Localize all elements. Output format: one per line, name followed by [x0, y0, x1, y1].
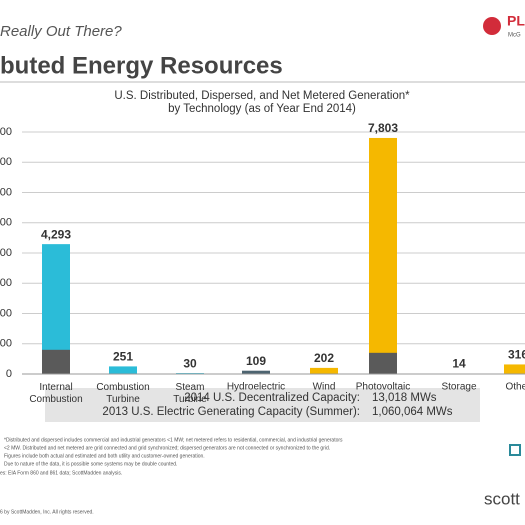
- slide-title: buted Energy Resources: [0, 52, 283, 79]
- data-label: 202: [314, 351, 334, 365]
- bar: [310, 367, 338, 374]
- x-tick-label: Hydroelectric: [227, 382, 285, 393]
- brand: scott: [484, 489, 520, 508]
- data-label: 4,293: [41, 227, 71, 241]
- x-tick-label: Steam Turbine: [173, 382, 207, 405]
- y-tick-label: 5,000: [0, 217, 12, 229]
- summary-value: 1,060,064 MWs: [372, 406, 453, 418]
- y-tick-label: 4,000: [0, 247, 12, 259]
- summary-box: [45, 388, 480, 422]
- x-tick-label: Wind: [313, 382, 336, 393]
- logo-sub: McG: [508, 33, 521, 39]
- data-label: 14: [452, 357, 466, 371]
- y-tick-label: 7,000: [0, 156, 12, 168]
- y-tick-label: 1,000: [0, 338, 12, 350]
- bar: [504, 364, 525, 374]
- bar: [369, 137, 397, 374]
- kicker: Really Out There?: [0, 23, 122, 40]
- summary-label: 2013 U.S. Electric Generating Capacity (…: [102, 406, 360, 418]
- bar-base: [42, 349, 70, 374]
- footnote: es: EIA Form 860 and 861 data; ScottMadd…: [0, 470, 122, 476]
- x-tick-label: Storage: [441, 382, 476, 393]
- y-tick-label: 2,000: [0, 307, 12, 319]
- footnote: 6 by ScottMadden, Inc. All rights reserv…: [0, 509, 94, 515]
- footnote: Figures include both actual and estimate…: [4, 453, 205, 459]
- y-tick-label: 6,000: [0, 186, 12, 198]
- y-tick-label: 0: [6, 368, 12, 380]
- x-tick-label: Internal Combustion: [29, 382, 82, 405]
- x-tick-label: Combustion Turbine: [96, 382, 149, 405]
- footnote: <2 MW. Distributed and net metered are g…: [4, 445, 330, 451]
- x-tick-label: Photovoltaic: [356, 382, 410, 393]
- footnote: Due to nature of the data, it is possibl…: [4, 461, 177, 467]
- data-label: 109: [246, 354, 266, 368]
- chart-title: U.S. Distributed, Dispersed, and Net Met…: [114, 90, 410, 102]
- logo-icon: [483, 17, 501, 35]
- data-label: 7,803: [368, 121, 398, 135]
- y-tick-label: 3,000: [0, 277, 12, 289]
- summary-value: 13,018 MWs: [372, 392, 437, 404]
- bar: [109, 366, 137, 374]
- data-label: 30: [183, 356, 197, 370]
- bar: [242, 370, 270, 374]
- x-tick-label: Other: [505, 382, 525, 393]
- logo: PL: [507, 13, 525, 29]
- footnote: *Distributed and dispersed includes comm…: [4, 437, 343, 443]
- chart-subtitle: by Technology (as of Year End 2014): [168, 103, 356, 115]
- data-label: 251: [113, 350, 133, 364]
- bar-base: [369, 352, 397, 374]
- brand-icon: [509, 444, 521, 456]
- data-label: 316: [508, 348, 525, 362]
- y-tick-label: 8,000: [0, 126, 12, 138]
- summary-label: 2014 U.S. Decentralized Capacity:: [184, 392, 360, 404]
